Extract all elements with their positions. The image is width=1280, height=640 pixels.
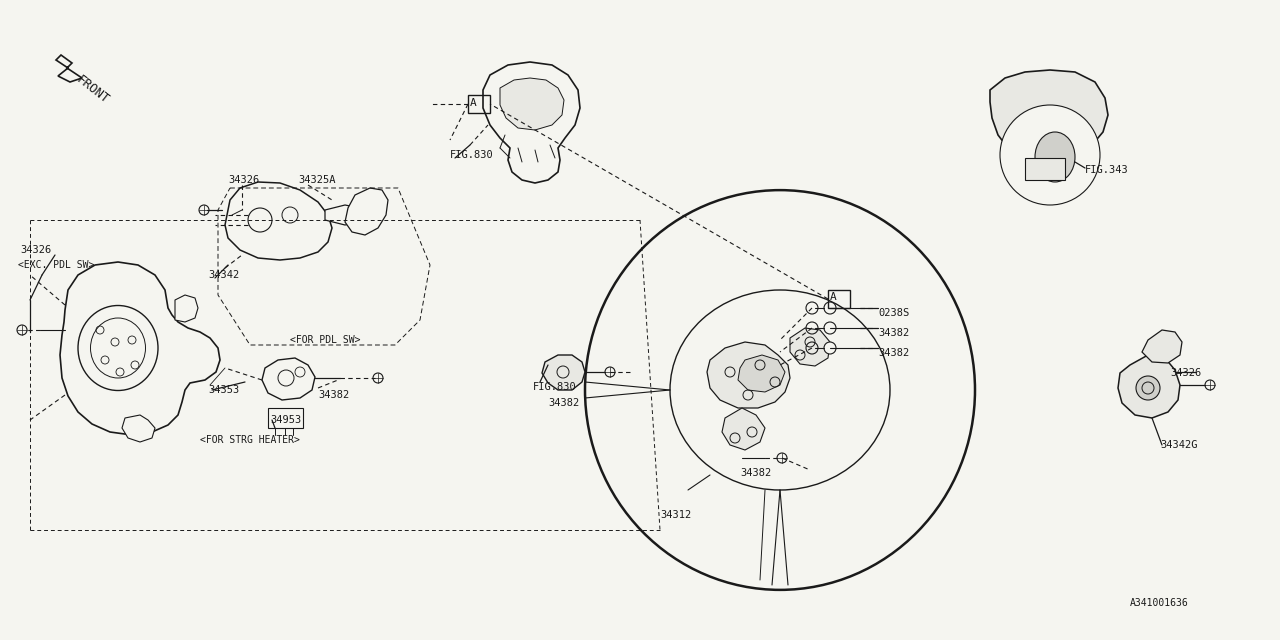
Text: <EXC. PDL SW>: <EXC. PDL SW> [18,260,95,270]
Text: 34382: 34382 [740,468,772,478]
Ellipse shape [585,190,975,590]
Polygon shape [707,342,790,408]
Bar [828,290,850,308]
Ellipse shape [1036,132,1075,182]
Polygon shape [790,328,829,366]
Polygon shape [500,78,564,130]
Text: 34326: 34326 [1170,368,1201,378]
Text: A: A [470,98,476,108]
Text: 34953: 34953 [270,415,301,425]
Polygon shape [122,415,155,442]
Circle shape [824,342,836,354]
Circle shape [824,322,836,334]
Text: 34382: 34382 [317,390,349,400]
Text: 0238S: 0238S [878,308,909,318]
Text: 34342: 34342 [207,270,239,280]
Text: 34353: 34353 [207,385,239,395]
Polygon shape [1142,330,1181,363]
Text: 34312: 34312 [660,510,691,520]
Circle shape [1137,376,1160,400]
Text: A: A [829,292,837,302]
Ellipse shape [669,290,890,490]
Text: A341001636: A341001636 [1130,598,1189,608]
Text: FIG.343: FIG.343 [1085,165,1129,175]
Polygon shape [739,355,785,392]
Bar [468,95,490,113]
Polygon shape [262,358,315,400]
Text: 34325A: 34325A [298,175,335,185]
Polygon shape [483,62,580,183]
Polygon shape [989,70,1108,162]
Polygon shape [325,205,365,225]
Polygon shape [541,355,585,390]
Text: 34382: 34382 [878,348,909,358]
Text: <FOR PDL SW>: <FOR PDL SW> [291,335,361,345]
Text: 34382: 34382 [878,328,909,338]
Text: 34382: 34382 [548,398,580,408]
Ellipse shape [78,305,157,390]
Text: <FOR STRG HEATER>: <FOR STRG HEATER> [200,435,300,445]
Text: 34326: 34326 [20,245,51,255]
Text: 34326: 34326 [228,175,260,185]
Circle shape [824,302,836,314]
Circle shape [1000,105,1100,205]
Text: FIG.830: FIG.830 [451,150,494,160]
Polygon shape [60,262,220,435]
Polygon shape [225,182,332,260]
Polygon shape [722,408,765,450]
Bar [268,408,303,428]
Polygon shape [175,295,198,322]
Text: FIG.830: FIG.830 [532,382,577,392]
Bar [1025,158,1065,180]
Polygon shape [1117,355,1180,418]
Text: FRONT: FRONT [74,73,111,106]
Text: 34342G: 34342G [1160,440,1198,450]
Polygon shape [346,188,388,235]
Ellipse shape [1023,118,1088,196]
